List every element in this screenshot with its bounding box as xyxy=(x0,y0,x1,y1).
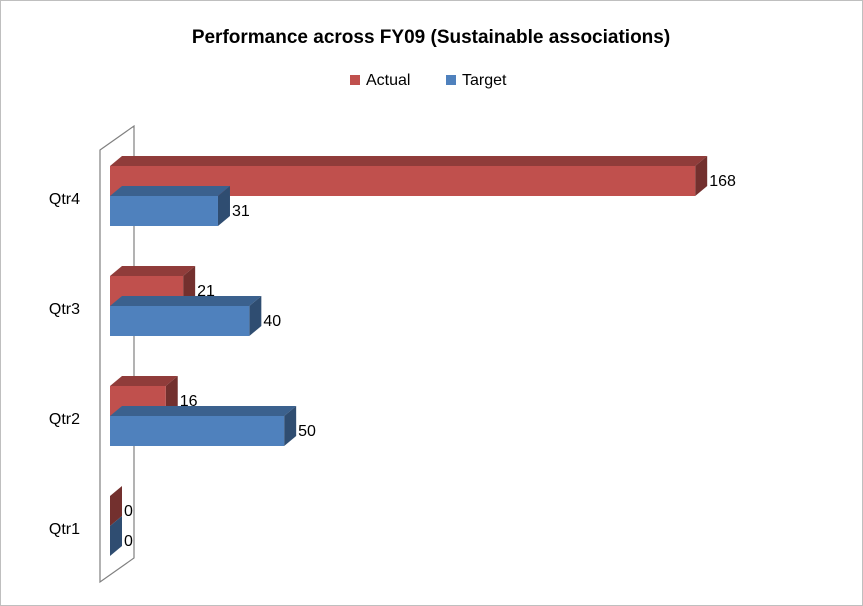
y-tick-label: Qtr2 xyxy=(49,411,80,428)
data-label: 0 xyxy=(124,503,133,520)
axis-wall xyxy=(99,124,135,584)
bar-front xyxy=(110,306,250,336)
data-label: 21 xyxy=(197,283,215,300)
legend-label: Actual xyxy=(366,72,410,89)
bar-front xyxy=(110,416,285,446)
bar-top xyxy=(110,156,708,166)
bar-side xyxy=(217,186,230,226)
bar-side xyxy=(110,516,122,556)
legend-swatch xyxy=(446,75,456,85)
data-label: 0 xyxy=(124,533,133,550)
y-tick-label: Qtr4 xyxy=(49,191,80,208)
bar xyxy=(110,486,122,526)
bar-front xyxy=(110,196,218,226)
bar-top xyxy=(110,296,262,306)
data-label: 168 xyxy=(709,173,736,190)
bar-top xyxy=(110,266,196,276)
data-label: 16 xyxy=(180,393,198,410)
bar-side xyxy=(249,296,262,336)
data-label: 40 xyxy=(263,313,281,330)
y-tick-label: Qtr1 xyxy=(49,521,80,538)
data-label: 31 xyxy=(232,203,250,220)
bar-side xyxy=(284,406,297,446)
bar-top xyxy=(110,406,297,416)
chart-title: Performance across FY09 (Sustainable ass… xyxy=(192,27,670,48)
y-tick-label: Qtr3 xyxy=(49,301,80,318)
legend-label: Target xyxy=(462,72,507,89)
bar xyxy=(110,186,230,226)
data-label: 50 xyxy=(298,423,316,440)
bar-side xyxy=(110,486,122,526)
bar-top xyxy=(110,376,178,386)
bar xyxy=(110,406,297,446)
legend-swatch xyxy=(350,75,360,85)
bar xyxy=(110,516,122,556)
bar-side xyxy=(695,156,708,196)
bar xyxy=(110,296,262,336)
bar-top xyxy=(110,186,230,196)
